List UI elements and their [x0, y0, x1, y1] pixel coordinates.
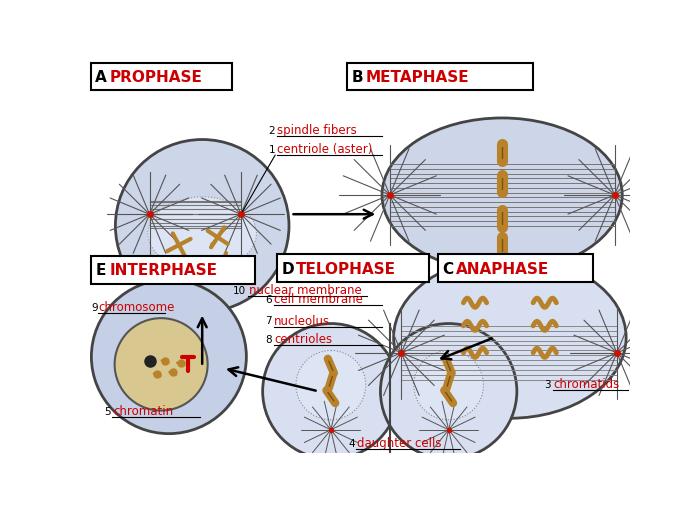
Circle shape: [381, 324, 517, 459]
Text: 3: 3: [545, 379, 551, 389]
Text: 10: 10: [233, 285, 246, 295]
Ellipse shape: [148, 197, 256, 270]
Bar: [277, 254, 428, 282]
Circle shape: [262, 324, 399, 459]
Text: 7: 7: [265, 316, 272, 326]
Text: E: E: [95, 263, 106, 277]
Text: 1: 1: [268, 145, 275, 154]
Text: spindle fibers: spindle fibers: [277, 124, 357, 137]
Text: nucleolus: nucleolus: [274, 315, 330, 327]
Text: 2: 2: [268, 125, 275, 135]
Text: D: D: [282, 261, 295, 276]
Bar: [438, 254, 593, 282]
Circle shape: [115, 319, 208, 411]
Circle shape: [414, 351, 484, 420]
Bar: [90, 64, 232, 91]
Text: daughter cells: daughter cells: [357, 437, 442, 449]
Text: TELOPHASE: TELOPHASE: [296, 261, 396, 276]
Text: A: A: [95, 70, 107, 84]
Circle shape: [296, 351, 365, 420]
Ellipse shape: [393, 257, 626, 418]
Text: centriole (aster): centriole (aster): [277, 143, 372, 156]
Text: PROPHASE: PROPHASE: [109, 70, 202, 84]
Text: B: B: [352, 70, 363, 84]
Text: chromatids: chromatids: [553, 377, 620, 390]
Text: ANAPHASE: ANAPHASE: [456, 261, 550, 276]
Text: cell membrane: cell membrane: [274, 293, 363, 306]
Text: chromosome: chromosome: [98, 300, 175, 314]
Bar: [90, 256, 255, 284]
Text: 5: 5: [104, 406, 111, 416]
Text: INTERPHASE: INTERPHASE: [109, 263, 217, 277]
Ellipse shape: [382, 119, 622, 272]
Circle shape: [92, 280, 246, 434]
Text: nuclear membrane: nuclear membrane: [248, 284, 361, 297]
Bar: [347, 64, 533, 91]
Text: C: C: [442, 261, 454, 276]
Text: 6: 6: [265, 294, 272, 304]
Text: centrioles: centrioles: [274, 333, 332, 346]
Text: 8: 8: [265, 334, 272, 344]
Text: 4: 4: [349, 438, 355, 448]
Text: METAPHASE: METAPHASE: [365, 70, 469, 84]
Text: 9: 9: [92, 302, 98, 312]
Text: chromatin: chromatin: [113, 404, 173, 417]
Circle shape: [116, 140, 289, 313]
